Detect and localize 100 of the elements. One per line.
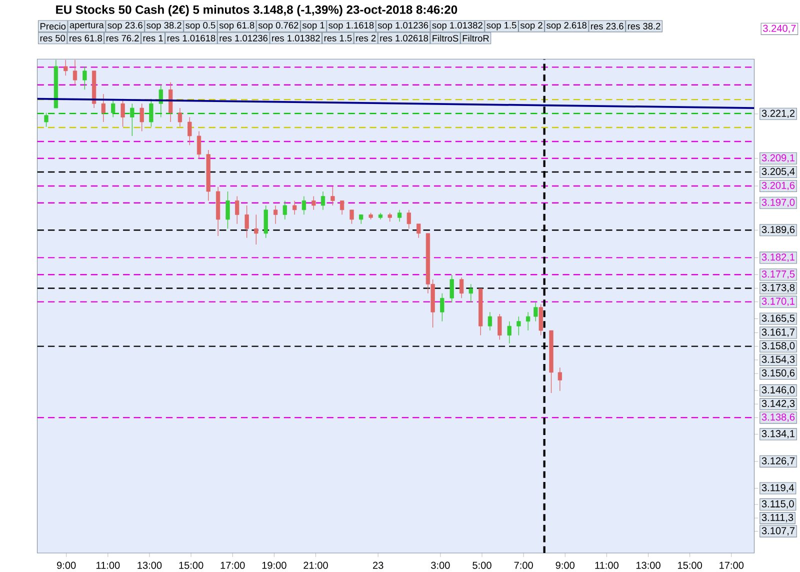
candlestick [178,108,182,128]
text: res 1 [143,34,163,42]
text: sop 2.618 [546,22,587,30]
text: sop 23.6 [108,22,142,30]
text: Precio [40,22,66,30]
y-tick-label: 3.154,3 [762,356,795,364]
candlestick [130,103,134,136]
candlestick [416,223,421,238]
y-tick-label: 3.107,7 [762,527,795,536]
candlestick [340,200,344,215]
candlestick [72,59,78,86]
text: res 1.5 [324,34,352,42]
y-tick-label: 3.201,6 [762,182,795,190]
y-tick-label: 3.119,4 [762,484,794,492]
candlestick [516,316,521,336]
y-tick-label: 3.134,1 [762,430,795,438]
y-tick-label: 3.170,1 [762,298,795,306]
text: res 1.01236 [220,34,268,42]
text: FiltroR [462,34,489,42]
candlestick [120,98,125,128]
candlestick [273,205,278,224]
y-tick-label: 3.158,0 [762,342,795,350]
candlestick [254,214,258,245]
text: apertura [70,22,104,30]
candlestick [244,205,249,238]
candlestick [292,200,297,215]
candlestick [397,210,402,222]
candlestick [196,130,202,160]
x-tick-label: 9:00 [556,562,575,569]
y-tick-label: 3.221,2 [762,110,795,118]
y-tick-label: 3.177,5 [762,270,795,279]
candlestick [558,367,562,392]
text: sop 0.5 [186,22,216,30]
y-tick-label: 3.142,3 [762,400,795,408]
y-tick-label: 3.205,4 [762,168,795,176]
y-tick-label: 3.115,0 [762,500,794,509]
text: res 38.2 [628,22,660,30]
candlestick [302,196,306,215]
candlestick [359,214,364,224]
candlestick [459,277,464,298]
candlestick [468,284,473,303]
candlestick [82,66,87,90]
x-tick-label: 11:00 [96,562,120,569]
candlestick [526,312,530,331]
candlestick [538,304,543,336]
x-tick-label: 15:00 [678,562,702,569]
y-tick-label: 3.146,0 [762,386,795,395]
x-tick-label: 5:00 [472,562,492,569]
y-tick-label: 3.182,1 [762,254,795,262]
y-tick-label: 3.150,6 [762,369,795,378]
x-tick-label: 23 [372,562,384,569]
text: sop 38.2 [146,22,182,30]
x-tick-label: 3:00 [431,562,450,569]
candlestick [440,293,444,322]
x-tick-label: 9:00 [57,562,76,569]
candlestick [188,116,192,146]
candlestick [264,205,268,238]
y-tick-label: 3.209,1 [762,154,795,163]
y-tick-label: 3.165,5 [762,314,795,323]
text: sop 1.01382 [432,22,482,30]
y-tick-label: 3.111,3 [762,514,794,522]
x-tick-label: 17:00 [720,562,744,569]
text: res 76.2 [106,34,139,42]
candlestick [350,210,354,224]
candlestick [226,191,230,229]
text: sop 1.1618 [328,22,374,30]
y-tick-label: 3.138,6 [762,413,795,422]
chart-title: EU Stocks 50 Cash (2€) 5 minutos 3.148,8 (-1,39%) 23-oct-2018 8:46:20 [56,5,458,16]
candlestick [44,112,48,128]
text: sop 1.01236 [378,22,428,30]
text: res 2 [356,34,376,42]
candlestick [330,186,335,206]
x-tick-label: 21:00 [304,562,328,569]
y-tick-label: 3.173,8 [762,284,795,292]
candlestick [534,302,538,322]
y-tick-label: 3.126,7 [762,457,795,466]
y-tick-label: 3.189,6 [762,226,795,234]
text: sop 61.8 [219,22,254,30]
x-tick-label: 13:00 [138,562,162,569]
text: 3.240,7 [763,24,796,34]
candlestick [450,274,454,303]
candlestick [507,320,512,344]
text: res 61.8 [70,34,102,42]
candlestick [101,94,106,122]
text: sop 0.762 [258,22,298,30]
candlestick [320,191,326,210]
candlestick [149,98,154,128]
x-tick-label: 17:00 [220,562,245,569]
candlestick [488,312,492,331]
text: res 50 [40,34,66,42]
candlestick [282,200,287,220]
x-tick-label: 15:00 [179,562,204,569]
candlestick [498,314,502,340]
x-tick-label: 19:00 [262,562,286,569]
text: res 23.6 [591,22,624,30]
text: sop 1 [302,22,324,30]
candlestick [406,210,411,229]
candlestick [312,196,316,210]
x-tick-label: 13:00 [636,562,660,569]
candlestick [235,196,240,224]
